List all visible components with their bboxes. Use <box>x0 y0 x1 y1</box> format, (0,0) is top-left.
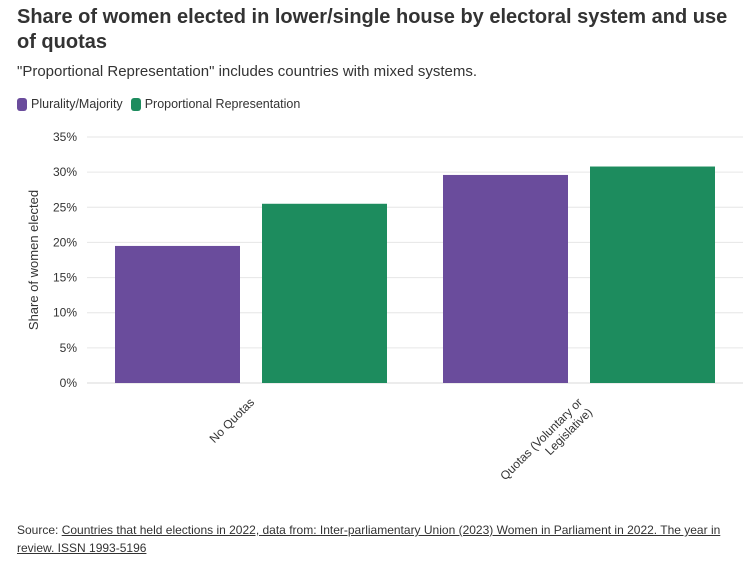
chart-title: Share of women elected in lower/single h… <box>17 6 728 53</box>
y-tick-label: 5% <box>60 341 78 355</box>
bar-chart: 0% 5% 10% 15% 20% 25% 30% 35% Share of women ele… <box>26 130 743 493</box>
chart-subtitle: "Proportional Representation" includes c… <box>17 63 478 80</box>
legend-item-plurality[interactable]: Plurality/Majority <box>17 97 123 111</box>
source-link[interactable]: Countries that held elections in 2022, d… <box>17 523 721 555</box>
x-tick-label-line: No Quotas <box>207 395 257 445</box>
source-note: Source: Countries that held elections in… <box>17 521 743 557</box>
x-tick-label: Quotas (Voluntary orLegislative) <box>497 395 595 493</box>
y-tick-label: 35% <box>53 130 77 144</box>
legend-item-proportional[interactable]: Proportional Representation <box>130 97 301 111</box>
legend-swatch-plurality <box>17 97 27 111</box>
y-tick-label: 15% <box>53 271 77 285</box>
y-tick-label: 20% <box>53 235 77 249</box>
legend: Plurality/Majority Proportional Represen… <box>17 97 308 111</box>
x-tick-label-line: Quotas (Voluntary or <box>497 395 585 483</box>
y-tick-label: 10% <box>53 306 77 320</box>
y-tick-label: 0% <box>60 376 78 390</box>
y-axis-title: Share of women elected <box>26 190 41 330</box>
bar-proportional-1[interactable] <box>590 166 715 383</box>
y-tick-label: 25% <box>53 200 77 214</box>
source-prefix: Source: <box>17 523 62 537</box>
bar-plurality-0[interactable] <box>115 245 240 383</box>
legend-label-plurality: Plurality/Majority <box>31 97 123 111</box>
x-tick-label: No Quotas <box>207 395 257 445</box>
y-tick-label: 30% <box>53 165 77 179</box>
bar-plurality-1[interactable] <box>443 174 568 383</box>
legend-label-proportional: Proportional Representation <box>144 97 301 111</box>
bar-proportional-0[interactable] <box>262 203 387 383</box>
legend-swatch-proportional <box>130 97 141 111</box>
